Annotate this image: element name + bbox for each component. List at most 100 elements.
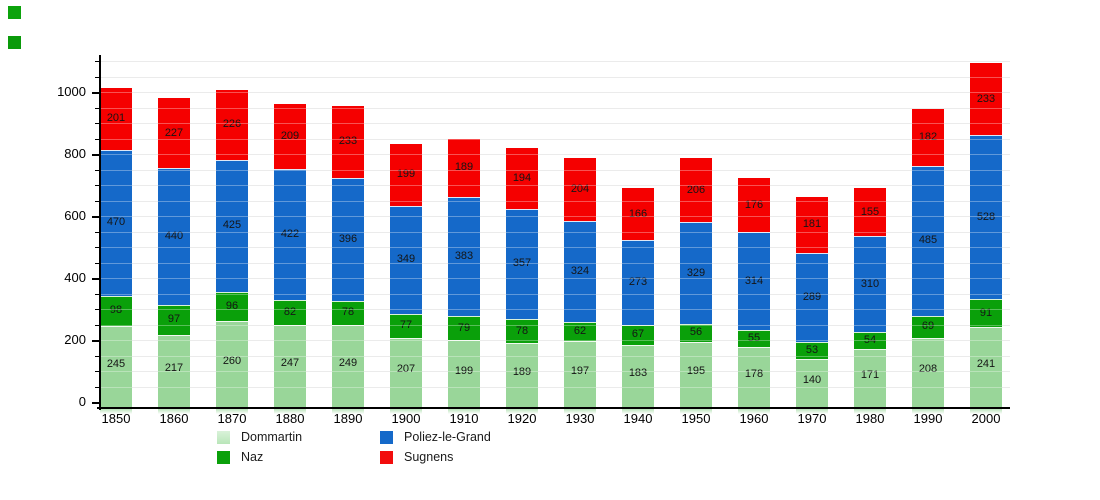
bar-1900: 207 77 349 199 — [390, 144, 422, 414]
y-tick-label-1000: 1000 — [57, 84, 86, 99]
bar-1920: 189 78 357 194 — [506, 148, 538, 414]
y-major-tick-400 — [92, 278, 100, 280]
bar-segment-poliez-le-grand-1970: 289 — [796, 252, 828, 343]
bar-value-sugnens-2000: 233 — [976, 92, 996, 105]
y-tick-label-600: 600 — [64, 208, 86, 223]
bar-value-naz-1880: 82 — [283, 306, 297, 319]
bar-segment-dommartin-1890: 249 — [332, 324, 364, 402]
bar-1860: 217 97 440 227 — [158, 97, 190, 414]
bar-value-sugnens-1880: 209 — [280, 130, 300, 143]
gridline-overlay-250 — [100, 324, 1010, 326]
bar-segment-naz-1950: 56 — [680, 324, 712, 342]
gridlines-background — [100, 55, 1010, 402]
gridline-350 — [100, 293, 1010, 295]
legend-label-dommartin: Dommartin — [241, 430, 303, 444]
bar-segment-sugnens-1880: 209 — [274, 104, 306, 170]
gridline-overlay-150 — [100, 355, 1010, 357]
bar-segment-poliez-le-grand-1860: 440 — [158, 168, 190, 305]
gridline-850 — [100, 138, 1010, 140]
bar-segment-dommartin-1950: 195 — [680, 341, 712, 402]
legend-label-naz: Naz — [241, 450, 264, 464]
y-minor-tick-900 — [95, 123, 100, 124]
y-minor-tick-750 — [95, 169, 100, 171]
bar-value-naz-1870: 96 — [225, 300, 239, 312]
x-tick-label-1850: 1850 — [101, 411, 131, 426]
bar-segment-naz-1910: 79 — [448, 315, 480, 341]
bar-2000: 241 91 528 233 — [970, 63, 1002, 414]
bar-segment-dommartin-1930: 197 — [564, 340, 596, 402]
gridline-550 — [100, 231, 1010, 233]
bar-segment-poliez-le-grand-1980: 310 — [854, 236, 886, 333]
x-tick-label-1940: 1940 — [623, 411, 653, 426]
bar-segment-naz-1850: 98 — [100, 295, 132, 326]
gridline-overlay-550 — [100, 231, 1010, 233]
bar-value-naz-1920: 78 — [515, 324, 529, 337]
bar-value-poliez-le-grand-1880: 422 — [280, 228, 300, 241]
bar-1880: 247 82 422 209 — [274, 104, 306, 414]
x-tick-label-1880: 1880 — [275, 411, 305, 426]
x-tick-label-1970: 1970 — [797, 411, 827, 426]
bar-segment-poliez-le-grand-1930: 324 — [564, 221, 596, 322]
plot-area: 245 98 470 201 217 97 440 227 260 96 425 226 247 82 42… — [100, 55, 1010, 414]
y-minor-tick-250 — [95, 324, 100, 326]
x-tick-label-1990: 1990 — [913, 411, 943, 426]
gridline-150 — [100, 355, 1010, 357]
y-major-tick-800 — [92, 154, 100, 156]
y-minor-tick-500 — [95, 247, 100, 248]
bar-value-poliez-le-grand-1980: 310 — [860, 277, 880, 290]
gridline-overlay-450 — [100, 262, 1010, 264]
bar-segment-poliez-le-grand-1950: 329 — [680, 222, 712, 325]
bar-segment-naz-1860: 97 — [158, 304, 190, 335]
gridline-overlay-700 — [100, 185, 1010, 186]
gridline-overlay-200 — [100, 340, 1010, 341]
bar-value-sugnens-1930: 204 — [570, 183, 590, 196]
bar-segment-poliez-le-grand-1920: 357 — [506, 208, 538, 320]
bar-value-dommartin-1990: 208 — [918, 363, 938, 376]
bar-value-poliez-le-grand-1870: 425 — [222, 219, 242, 232]
gridline-650 — [100, 200, 1010, 202]
bar-segment-poliez-le-grand-1960: 314 — [738, 232, 770, 330]
bar-segment-sugnens-1990: 182 — [912, 109, 944, 166]
bar-1910: 199 79 383 189 — [448, 138, 480, 414]
y-minor-tick-300 — [95, 309, 100, 310]
gridlines-overlay — [100, 55, 1010, 402]
bar-value-naz-1960: 55 — [747, 331, 761, 344]
bar-segment-naz-1980: 54 — [854, 332, 886, 349]
bar-value-dommartin-1880: 247 — [280, 357, 300, 370]
bar-value-poliez-le-grand-1910: 383 — [454, 249, 474, 262]
gridline-overlay-850 — [100, 138, 1010, 140]
bar-segment-sugnens-1940: 166 — [622, 188, 654, 240]
bar-segment-sugnens-1890: 233 — [332, 105, 364, 178]
bar-value-naz-1860: 97 — [167, 313, 181, 326]
bar-segment-naz-1930: 62 — [564, 321, 596, 341]
bar-segment-sugnens-1930: 204 — [564, 158, 596, 222]
gridline-300 — [100, 309, 1010, 310]
y-axis-line — [99, 55, 101, 410]
bar-value-poliez-le-grand-1950: 329 — [686, 266, 706, 279]
bar-segment-poliez-le-grand-1940: 273 — [622, 239, 654, 325]
bar-value-dommartin-1910: 199 — [454, 364, 474, 377]
bar-value-naz-1850: 98 — [109, 304, 123, 317]
x-tick-label-1920: 1920 — [507, 411, 537, 426]
bar-segment-dommartin-1960: 178 — [738, 346, 770, 402]
legend-swatch-naz — [217, 451, 230, 464]
gridline-100 — [100, 371, 1010, 372]
bar-value-naz-1970: 53 — [805, 343, 819, 356]
gridline-overlay-900 — [100, 123, 1010, 124]
gridline-1100 — [100, 61, 1010, 62]
bar-value-poliez-le-grand-1860: 440 — [164, 229, 184, 242]
bar-value-dommartin-1950: 195 — [686, 365, 706, 378]
bar-value-dommartin-1920: 189 — [512, 366, 532, 379]
bar-segment-dommartin-1870: 260 — [216, 321, 248, 402]
bar-value-naz-1940: 67 — [631, 328, 645, 341]
legend-swatch-sugnens — [380, 451, 393, 464]
bar-1870: 260 96 425 226 — [216, 89, 248, 414]
gridline-overlay-300 — [100, 309, 1010, 310]
gridline-overlay-50 — [100, 386, 1010, 388]
bar-segment-poliez-le-grand-1890: 396 — [332, 177, 364, 301]
y-minor-tick-100 — [95, 371, 100, 372]
gridline-overlay-100 — [100, 371, 1010, 372]
bar-1970: 140 53 289 181 — [796, 196, 828, 414]
bar-segment-sugnens-1850: 201 — [100, 87, 132, 150]
bar-value-poliez-le-grand-1970: 289 — [802, 290, 822, 303]
